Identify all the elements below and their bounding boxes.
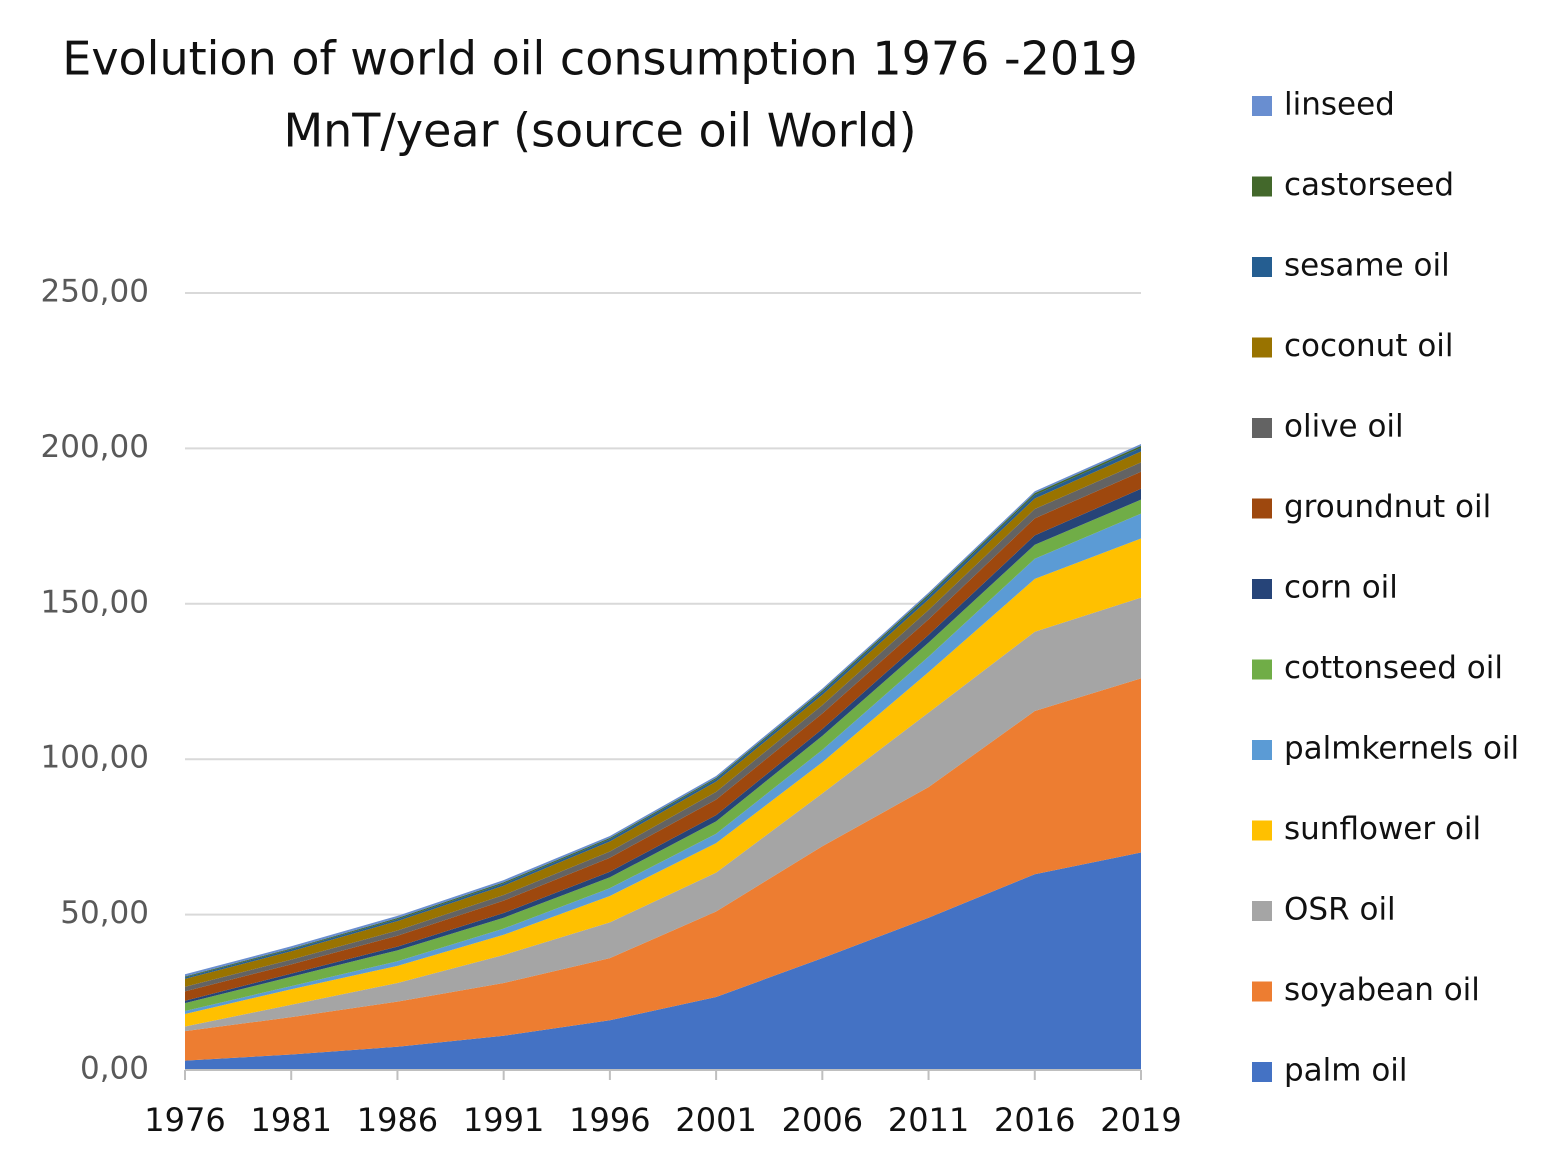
legend-label: linseed	[1284, 87, 1395, 123]
area	[185, 852, 1141, 1070]
x-tick-label: 2019	[1100, 1101, 1181, 1139]
legend-swatch	[1252, 981, 1272, 1002]
legend-swatch	[1252, 579, 1272, 599]
x-tick-label: 1981	[251, 1101, 332, 1139]
y-tick-label: 250,00	[41, 274, 149, 310]
legend-swatch	[1252, 901, 1272, 921]
legend-swatch	[1252, 418, 1272, 438]
area	[185, 538, 1141, 1027]
y-tick-label: 50,00	[60, 895, 149, 931]
legend-label: palmkernels oil	[1284, 731, 1519, 767]
legend-label: corn oil	[1284, 570, 1398, 606]
area	[185, 488, 1141, 1004]
area	[185, 499, 1141, 1011]
area	[185, 678, 1141, 1061]
legend-swatch	[1252, 740, 1272, 760]
legend-swatch	[1252, 257, 1272, 277]
y-tick-label: 200,00	[41, 429, 149, 465]
legend-swatch	[1252, 1062, 1272, 1082]
x-tick-label: 1976	[144, 1101, 225, 1139]
legend-swatch	[1252, 96, 1272, 116]
area	[185, 597, 1141, 1032]
x-tick-label: 2006	[782, 1101, 863, 1139]
legend-label: cottonseed oil	[1284, 650, 1503, 686]
legend-label: castorseed	[1284, 167, 1454, 203]
x-tick-label: 2011	[888, 1101, 969, 1139]
legend-swatch	[1252, 820, 1272, 841]
x-tick-label: 1996	[569, 1101, 650, 1139]
y-tick-label: 150,00	[41, 584, 149, 620]
x-tick-label: 1991	[463, 1101, 544, 1139]
legend-label: coconut oil	[1284, 328, 1454, 364]
legend-label: olive oil	[1284, 409, 1404, 445]
x-tick-label: 2001	[675, 1101, 756, 1139]
legend-label: soyabean oil	[1284, 972, 1480, 1008]
area	[185, 513, 1141, 1015]
legend-swatch	[1252, 176, 1272, 197]
legend-label: OSR oil	[1284, 892, 1396, 928]
chart-title: Evolution of world oil consumption 1976 …	[62, 32, 1137, 86]
y-tick-label: 100,00	[41, 740, 149, 776]
legend-swatch	[1252, 498, 1272, 519]
area	[185, 471, 1141, 1001]
legend-label: groundnut oil	[1284, 489, 1491, 525]
y-tick-label: 0,00	[80, 1051, 149, 1087]
x-tick-label: 2016	[994, 1101, 1075, 1139]
legend-swatch	[1252, 659, 1272, 680]
legend-label: sesame oil	[1284, 248, 1450, 284]
chart-title: MnT/year (source oil World)	[283, 104, 916, 158]
legend-label: sunflower oil	[1284, 811, 1481, 847]
legend-label: palm oil	[1284, 1053, 1408, 1089]
legend-swatch	[1252, 337, 1272, 358]
x-tick-label: 1986	[357, 1101, 438, 1139]
